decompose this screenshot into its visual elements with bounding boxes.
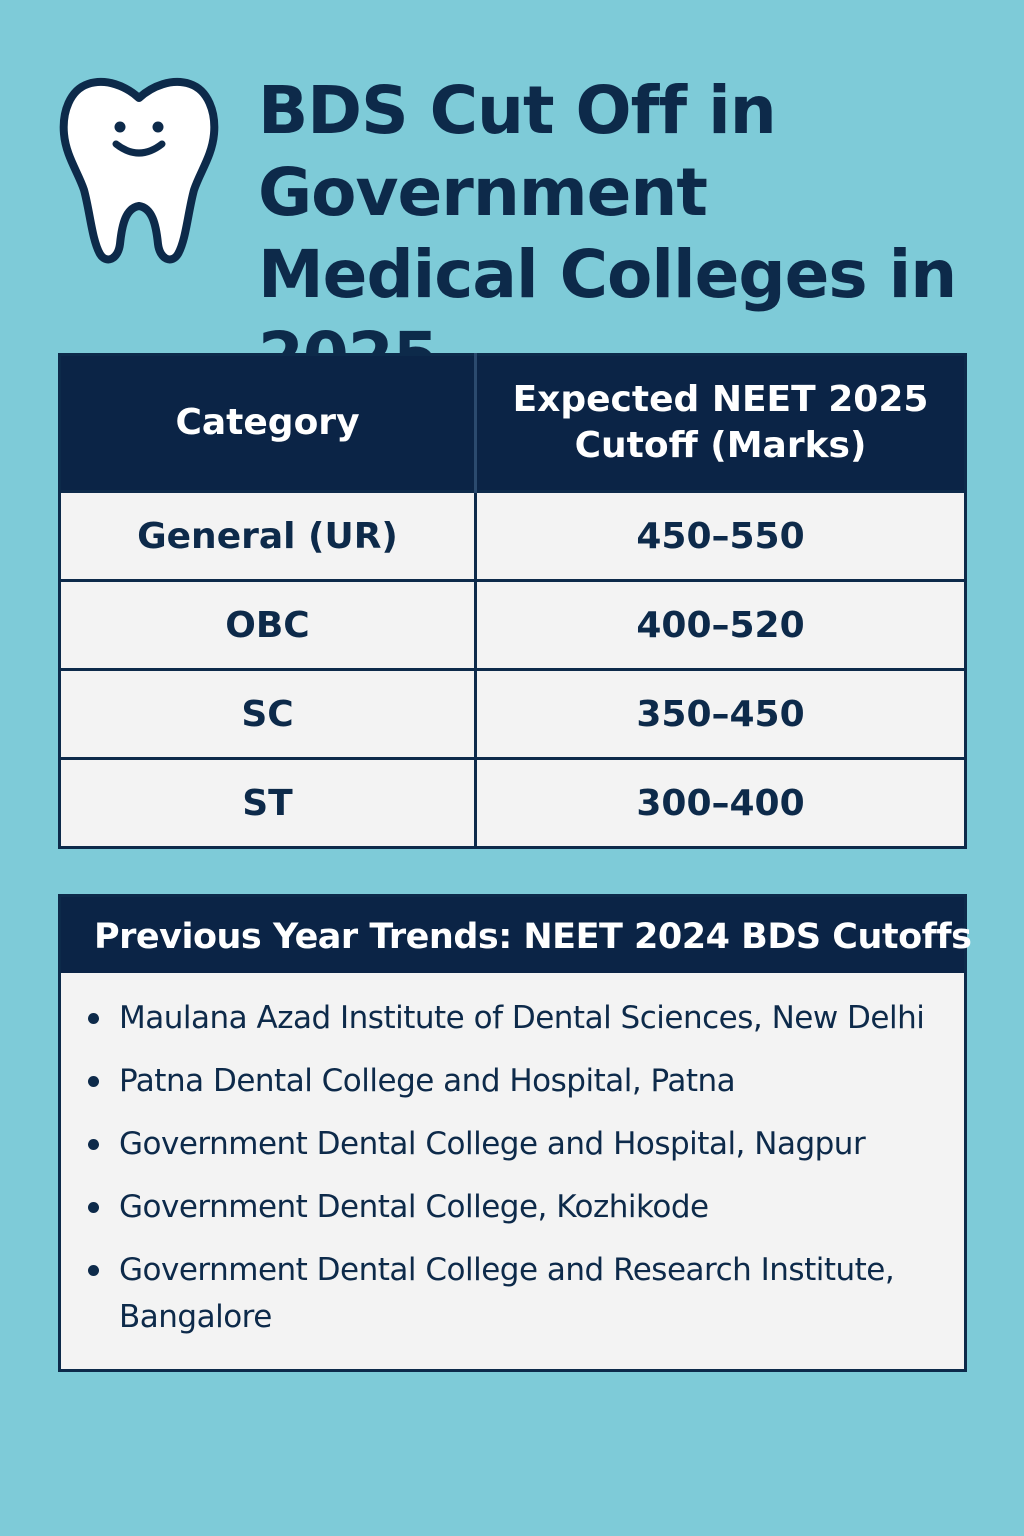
- table-header-row: Category Expected NEET 2025 Cutoff (Mark…: [59, 354, 966, 492]
- list-item-label: Maulana Azad Institute of Dental Science…: [119, 1000, 925, 1036]
- column-header-category: Category: [59, 354, 477, 492]
- category-cell: SC: [58, 668, 477, 760]
- cutoff-cell: 300–400: [474, 757, 967, 849]
- cutoff-cell: 450–550: [474, 490, 967, 582]
- trends-list: Maulana Azad Institute of Dental Science…: [61, 973, 964, 1369]
- bullet-icon: [88, 1265, 99, 1276]
- header: BDS Cut Off in Government Medical Colleg…: [0, 0, 1024, 395]
- bullet-icon: [88, 1013, 99, 1024]
- tooth-icon: [59, 77, 219, 264]
- page-title: BDS Cut Off in Government Medical Colleg…: [258, 72, 957, 395]
- list-item: Government Dental College, Kozhikode: [61, 1184, 964, 1231]
- table-row: OBC 400–520: [58, 579, 967, 671]
- list-item-label: Government Dental College and Hospital, …: [119, 1126, 866, 1162]
- cutoff-table: Category Expected NEET 2025 Cutoff (Mark…: [58, 353, 967, 849]
- trends-title: Previous Year Trends: NEET 2024 BDS Cuto…: [61, 897, 972, 973]
- list-item-label: Government Dental College, Kozhikode: [119, 1189, 709, 1225]
- category-cell: OBC: [58, 579, 477, 671]
- bullet-icon: [88, 1076, 99, 1087]
- category-cell: ST: [58, 757, 477, 849]
- list-item-label: Government Dental College and Research I…: [119, 1252, 895, 1335]
- category-cell: General (UR): [58, 490, 477, 582]
- table-row: SC 350–450: [58, 668, 967, 760]
- trends-panel: Previous Year Trends: NEET 2024 BDS Cuto…: [58, 894, 972, 1372]
- bullet-icon: [88, 1202, 99, 1213]
- table-row: General (UR) 450–550: [58, 490, 967, 582]
- list-item-label: Patna Dental College and Hospital, Patna: [119, 1063, 736, 1099]
- table-row: ST 300–400: [58, 757, 967, 849]
- cutoff-cell: 350–450: [474, 668, 967, 760]
- cutoff-cell: 400–520: [474, 579, 967, 671]
- column-header-cutoff: Expected NEET 2025 Cutoff (Marks): [475, 354, 966, 492]
- list-item: Patna Dental College and Hospital, Patna: [61, 1058, 964, 1105]
- list-item: Maulana Azad Institute of Dental Science…: [61, 995, 964, 1042]
- list-item: Government Dental College and Hospital, …: [61, 1121, 964, 1168]
- bullet-icon: [88, 1139, 99, 1150]
- list-item: Government Dental College and Research I…: [61, 1247, 964, 1341]
